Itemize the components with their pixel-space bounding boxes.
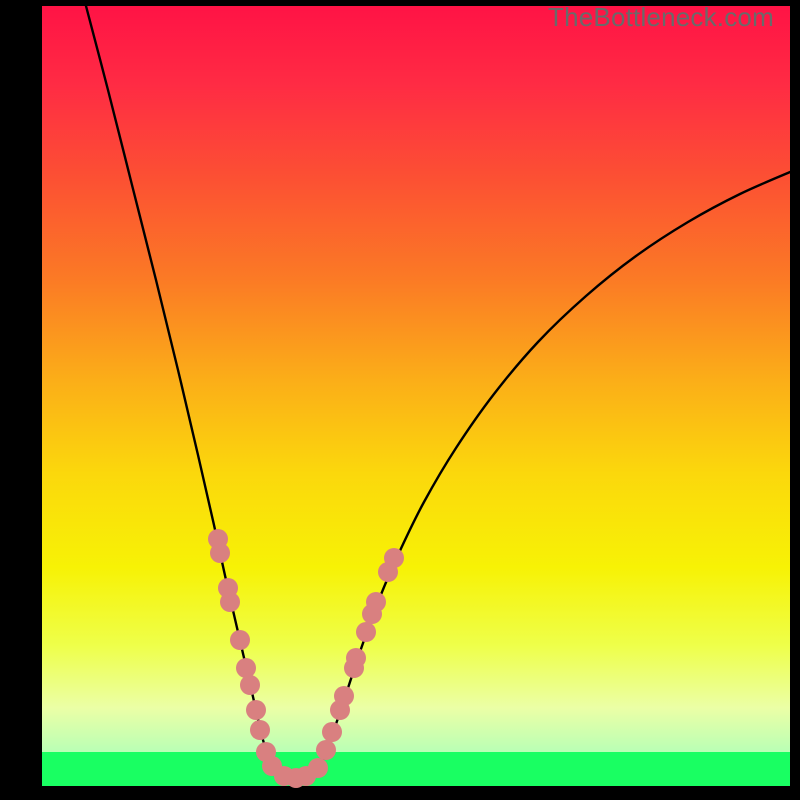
gradient-fill bbox=[42, 6, 790, 786]
chart-root: TheBottleneck.com bbox=[0, 0, 800, 800]
data-point-right bbox=[308, 758, 328, 778]
data-point-right bbox=[346, 648, 366, 668]
data-point-right bbox=[366, 592, 386, 612]
data-point-left bbox=[250, 720, 270, 740]
data-point-left bbox=[246, 700, 266, 720]
data-point-left bbox=[240, 675, 260, 695]
border-bottom bbox=[0, 786, 800, 800]
data-point-right bbox=[356, 622, 376, 642]
watermark-text: TheBottleneck.com bbox=[548, 2, 774, 33]
border-left bbox=[0, 0, 42, 800]
data-point-left bbox=[220, 592, 240, 612]
chart-background bbox=[0, 0, 800, 800]
green-bottom-strip bbox=[42, 752, 790, 786]
data-point-left bbox=[210, 543, 230, 563]
data-point-left bbox=[230, 630, 250, 650]
data-point-right bbox=[384, 548, 404, 568]
data-point-right bbox=[334, 686, 354, 706]
data-point-right bbox=[316, 740, 336, 760]
border-right bbox=[790, 0, 800, 800]
data-point-right bbox=[322, 722, 342, 742]
